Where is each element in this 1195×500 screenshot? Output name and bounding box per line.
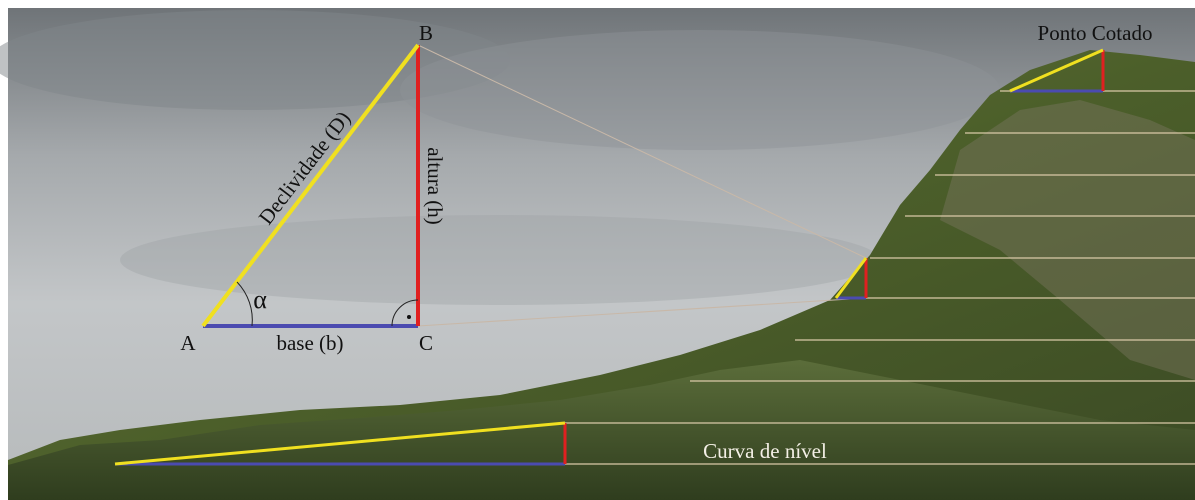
vertex-label: C — [419, 331, 433, 355]
base-label: base (b) — [276, 331, 343, 355]
contour-label: Curva de nível — [703, 439, 827, 463]
cloud — [400, 30, 1000, 150]
photo — [0, 8, 1195, 500]
height-label: altura (h) — [423, 147, 447, 225]
angle-label: α — [253, 285, 267, 314]
right-angle-dot — [407, 315, 411, 319]
spot-height-label: Ponto Cotado — [1038, 21, 1153, 45]
cloud — [120, 215, 880, 305]
vertex-label: B — [419, 21, 433, 45]
diagram: B A C base (b) α Declividade (D) altura … — [0, 0, 1195, 500]
vertex-label: A — [180, 331, 196, 355]
